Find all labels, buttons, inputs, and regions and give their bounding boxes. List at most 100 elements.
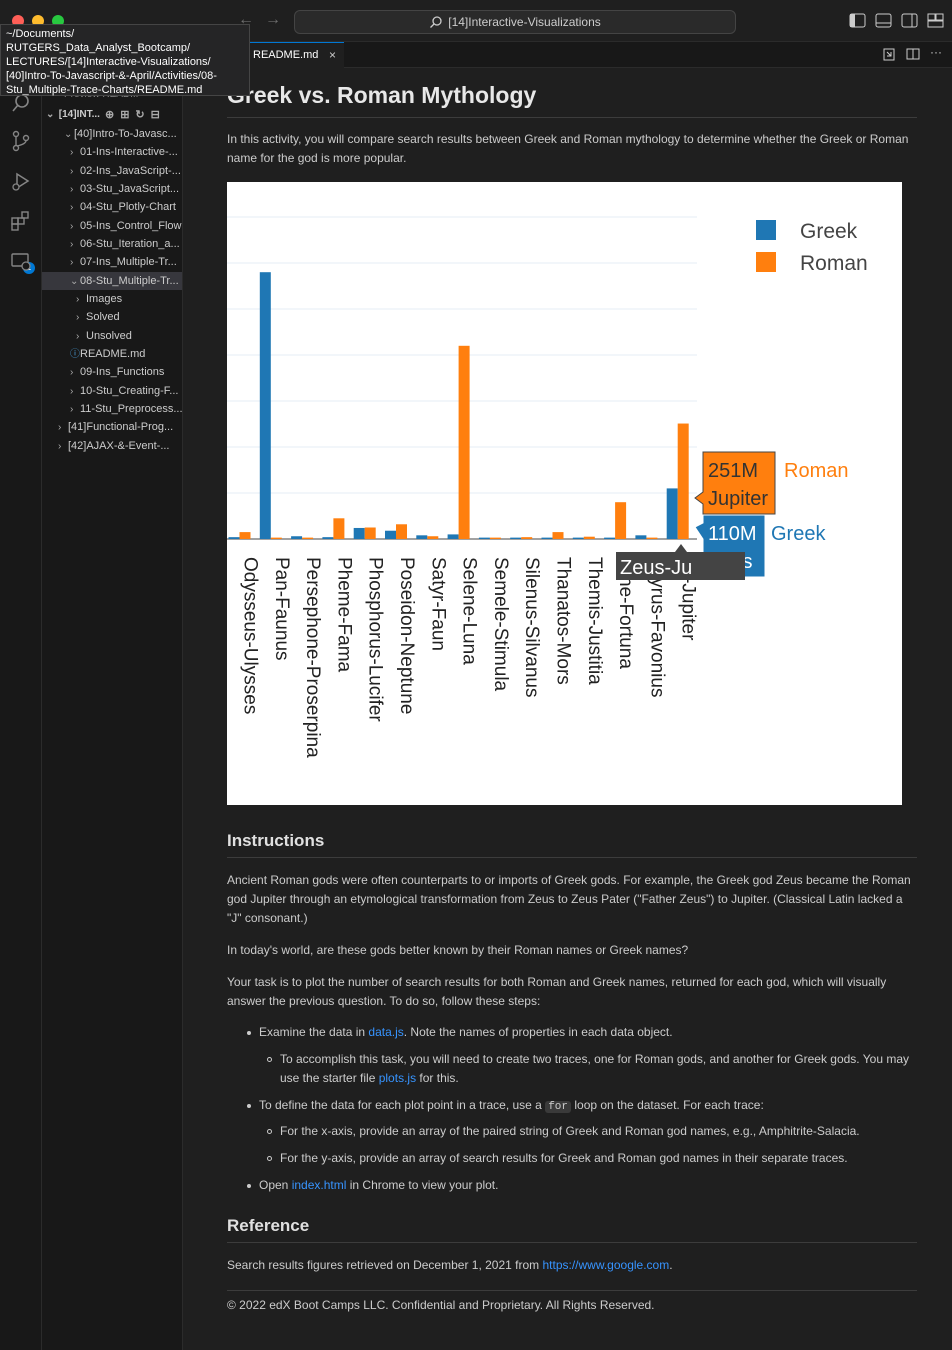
- bar-greek: [385, 530, 396, 539]
- tree-item[interactable]: › 07-Ins_Multiple-Tr...: [42, 253, 182, 271]
- chevron-right-icon: ›: [76, 294, 80, 305]
- list-item: For the x-axis, provide an array of the …: [227, 1122, 917, 1141]
- x-tick-label: Thanatos-Mors: [553, 557, 574, 685]
- tree-item[interactable]: › 06-Stu_Iteration_a...: [42, 235, 182, 253]
- extensions-icon[interactable]: [10, 210, 32, 232]
- reference-paragraph: Search results figures retrieved on Dece…: [227, 1258, 673, 1272]
- split-editor-icon[interactable]: [906, 47, 920, 61]
- legend-swatch: [756, 252, 776, 272]
- bar-greek: [322, 537, 334, 539]
- x-tick-label: Semele-Stimula: [490, 557, 511, 692]
- bar-roman: [646, 537, 658, 539]
- bar-greek: [291, 536, 303, 539]
- tree-item-label: 03-Stu_JavaScript...: [80, 183, 180, 195]
- tree-item-label: [41]Functional-Prog...: [68, 421, 174, 433]
- chevron-right-icon: ›: [70, 386, 74, 397]
- explorer-actions-icons[interactable]: ⊕⊞↻⊟: [105, 109, 166, 121]
- chevron-down-icon: ⌄: [46, 109, 55, 120]
- legend-label: Greek: [800, 220, 858, 243]
- source-control-icon[interactable]: [10, 130, 32, 152]
- chevron-right-icon: ›: [58, 441, 62, 452]
- chevron-right-icon: ›: [70, 239, 74, 250]
- tree-item[interactable]: ⓘREADME.md: [42, 345, 182, 363]
- tree-item-label: 05-Ins_Control_Flow: [80, 220, 182, 232]
- tree-item-label: 08-Stu_Multiple-Tr...: [80, 275, 179, 287]
- tree-item-label: 09-Ins_Functions: [80, 366, 165, 378]
- command-center-search[interactable]: [14]Interactive-Visualizations: [294, 10, 736, 34]
- tree-item[interactable]: › 10-Stu_Creating-F...: [42, 382, 182, 400]
- tab-label: README.md: [253, 49, 319, 61]
- list-item: To define the data for each plot point i…: [227, 1096, 917, 1117]
- bar-greek: [604, 537, 616, 539]
- tree-item-label: 01-Ins-Interactive-...: [80, 146, 178, 158]
- divider: [227, 1290, 917, 1291]
- info-icon: ⓘ: [70, 349, 80, 360]
- x-tick-label: Phosphorus-Lucifer: [365, 557, 386, 722]
- command-center-text: [14]Interactive-Visualizations: [448, 15, 601, 29]
- bar-greek: [510, 537, 522, 539]
- tree-item[interactable]: › 04-Stu_Plotly-Chart: [42, 198, 182, 216]
- tree-item[interactable]: ⌄ [40]Intro-To-Javasc...: [42, 125, 182, 143]
- tree-item[interactable]: › [42]AJAX-&-Event-...: [42, 437, 182, 455]
- chevron-right-icon: ›: [70, 202, 74, 213]
- tree-item[interactable]: › Unsolved: [42, 327, 182, 345]
- index-html-link[interactable]: index.html: [291, 1178, 347, 1192]
- chevron-right-icon: ›: [70, 184, 74, 195]
- sub-bullet-icon: [267, 1129, 272, 1135]
- instructions-heading: Instructions: [227, 831, 917, 858]
- tree-item-label: Images: [86, 293, 123, 305]
- bar-chart: Odysseus-Ulysses Pan-Faunus Persephone-Pro…: [227, 216, 868, 758]
- x-tick-label: Poseidon-Neptune: [396, 557, 417, 714]
- tree-item[interactable]: › 05-Ins_Control_Flow: [42, 217, 182, 235]
- hover-x-box: [616, 544, 745, 580]
- plots-js-link[interactable]: plots.js: [378, 1071, 417, 1085]
- close-tab-icon[interactable]: ×: [328, 48, 336, 62]
- hover-roman-name: Jupiter: [708, 488, 768, 510]
- hover-roman-series: Roman: [784, 460, 848, 482]
- x-tick-label: Persephone-Proserpina: [302, 557, 323, 758]
- open-source-icon[interactable]: [882, 47, 896, 61]
- editor-tab-bar: README.md × ···: [183, 42, 952, 68]
- toggle-panel-icon[interactable]: [875, 13, 892, 28]
- data-js-link[interactable]: data.js: [368, 1025, 404, 1039]
- x-tick-label: Silenus-Silvanus: [521, 557, 542, 697]
- toggle-sidebar-icon[interactable]: [849, 13, 866, 28]
- chevron-right-icon: ›: [70, 147, 74, 158]
- tree-item-label: [40]Intro-To-Javasc...: [74, 128, 177, 140]
- bar-roman: [302, 537, 314, 539]
- tree-item[interactable]: ⌄ 08-Stu_Multiple-Tr...: [42, 272, 182, 290]
- tab-readme[interactable]: README.md ×: [246, 42, 344, 68]
- toggle-secondary-sidebar-icon[interactable]: [901, 13, 918, 28]
- tree-item[interactable]: › 03-Stu_JavaScript...: [42, 180, 182, 198]
- sub-bullet-icon: [267, 1156, 272, 1162]
- tree-item[interactable]: › 01-Ins-Interactive-...: [42, 143, 182, 161]
- reference-heading: Reference: [227, 1216, 917, 1243]
- tree-item[interactable]: › 02-Ins_JavaScript-...: [42, 162, 182, 180]
- x-tick-label: phyrus-Favonius: [646, 557, 667, 697]
- bar-greek: [447, 534, 459, 539]
- bar-greek: [635, 535, 647, 539]
- intro-paragraph: In this activity, you will compare searc…: [227, 132, 909, 165]
- back-arrow-icon[interactable]: ←: [238, 11, 254, 28]
- explorer-section-header[interactable]: ⌄ [14]INT... ⊕⊞↻⊟: [42, 106, 182, 124]
- tree-item[interactable]: › 11-Stu_Preprocess...: [42, 400, 182, 418]
- tree-item[interactable]: › Solved: [42, 308, 182, 326]
- chevron-right-icon: ›: [70, 166, 74, 177]
- bar-greek: [353, 527, 365, 539]
- tree-item[interactable]: › [41]Functional-Prog...: [42, 418, 182, 436]
- more-actions-icon[interactable]: ···: [930, 45, 942, 59]
- tree-item[interactable]: › Images: [42, 290, 182, 308]
- tree-item[interactable]: › 09-Ins_Functions: [42, 363, 182, 381]
- chevron-right-icon: ›: [70, 221, 74, 232]
- bar-greek: [541, 537, 553, 539]
- run-debug-icon[interactable]: [10, 170, 32, 192]
- customize-layout-icon[interactable]: [927, 13, 944, 28]
- tree-item-label: 02-Ins_JavaScript-...: [80, 165, 181, 177]
- forward-arrow-icon[interactable]: →: [265, 11, 281, 28]
- tree-item-label: README.md: [80, 348, 146, 360]
- chevron-right-icon: ›: [76, 312, 80, 323]
- tree-item-label: 10-Stu_Creating-F...: [80, 385, 179, 397]
- google-link[interactable]: https://www.google.com: [542, 1258, 670, 1272]
- bar-roman: [396, 524, 407, 539]
- remote-explorer-icon[interactable]: [10, 250, 32, 272]
